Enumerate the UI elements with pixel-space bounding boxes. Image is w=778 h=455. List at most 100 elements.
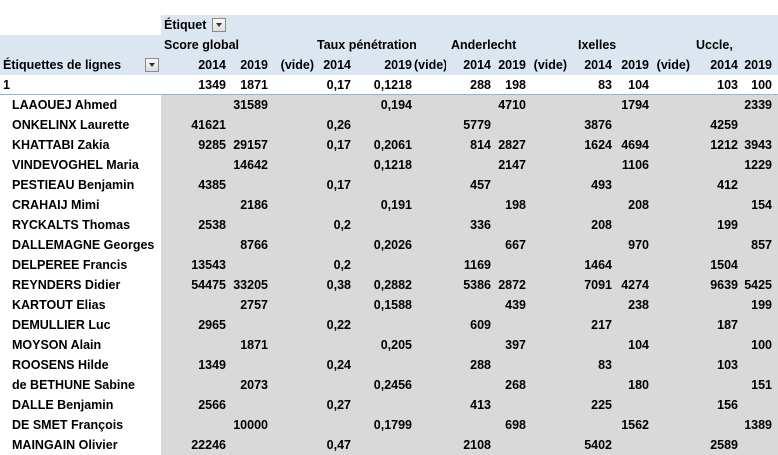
value-cell[interactable] bbox=[448, 375, 491, 395]
value-cell[interactable] bbox=[740, 175, 772, 195]
value-cell[interactable] bbox=[528, 335, 567, 355]
value-cell[interactable] bbox=[270, 75, 314, 95]
value-cell[interactable] bbox=[414, 415, 446, 435]
value-cell[interactable]: 33205 bbox=[233, 278, 268, 292]
value-cell[interactable]: 198 bbox=[505, 78, 526, 92]
value-cell[interactable] bbox=[569, 95, 612, 115]
value-cell[interactable] bbox=[528, 295, 567, 315]
value-cell[interactable] bbox=[740, 255, 772, 275]
value-cell[interactable]: 0,27 bbox=[326, 398, 351, 412]
value-cell[interactable] bbox=[228, 115, 268, 135]
value-cell[interactable] bbox=[448, 95, 491, 115]
value-cell[interactable] bbox=[164, 415, 226, 435]
value-cell[interactable] bbox=[353, 315, 412, 335]
value-cell[interactable] bbox=[414, 195, 446, 215]
value-cell[interactable] bbox=[614, 435, 649, 455]
value-cell[interactable] bbox=[228, 215, 268, 235]
row-label[interactable]: REYNDERS Didier bbox=[0, 275, 161, 295]
value-cell[interactable] bbox=[651, 355, 690, 375]
value-cell[interactable]: 1794 bbox=[621, 98, 649, 112]
value-cell[interactable] bbox=[353, 255, 412, 275]
value-cell[interactable] bbox=[270, 155, 314, 175]
value-cell[interactable] bbox=[692, 335, 738, 355]
value-cell[interactable] bbox=[692, 235, 738, 255]
value-cell[interactable] bbox=[493, 315, 526, 335]
value-cell[interactable] bbox=[528, 155, 567, 175]
value-cell[interactable]: 5425 bbox=[744, 278, 772, 292]
value-cell[interactable]: 1464 bbox=[584, 258, 612, 272]
row-label[interactable]: KARTOUT Elias bbox=[0, 295, 161, 315]
row-label[interactable]: ONKELINX Laurette bbox=[0, 115, 161, 135]
value-cell[interactable]: 288 bbox=[470, 358, 491, 372]
value-cell[interactable]: 0,2 bbox=[333, 218, 351, 232]
value-cell[interactable] bbox=[651, 275, 690, 295]
value-cell[interactable] bbox=[316, 235, 351, 255]
value-cell[interactable]: 0,1218 bbox=[373, 78, 412, 92]
row-label[interactable]: DEMULLIER Luc bbox=[0, 315, 161, 335]
value-cell[interactable] bbox=[692, 195, 738, 215]
value-cell[interactable] bbox=[414, 395, 446, 415]
value-cell[interactable]: 412 bbox=[717, 178, 738, 192]
value-cell[interactable]: 14642 bbox=[233, 158, 268, 172]
value-cell[interactable] bbox=[353, 215, 412, 235]
value-cell[interactable] bbox=[740, 395, 772, 415]
value-cell[interactable] bbox=[528, 315, 567, 335]
value-cell[interactable] bbox=[651, 315, 690, 335]
value-cell[interactable]: 2827 bbox=[498, 138, 526, 152]
value-cell[interactable] bbox=[316, 295, 351, 315]
value-cell[interactable] bbox=[651, 175, 690, 195]
value-cell[interactable]: 83 bbox=[598, 78, 612, 92]
value-cell[interactable]: 100 bbox=[751, 338, 772, 352]
value-cell[interactable]: 5402 bbox=[584, 438, 612, 452]
value-cell[interactable]: 103 bbox=[717, 358, 738, 372]
value-cell[interactable]: 4710 bbox=[498, 98, 526, 112]
value-cell[interactable] bbox=[493, 355, 526, 375]
value-cell[interactable]: 0,205 bbox=[380, 338, 412, 352]
value-cell[interactable]: 814 bbox=[470, 138, 491, 152]
value-cell[interactable] bbox=[692, 95, 738, 115]
value-cell[interactable] bbox=[493, 215, 526, 235]
value-cell[interactable]: 0,2026 bbox=[373, 238, 412, 252]
value-cell[interactable] bbox=[651, 375, 690, 395]
value-cell[interactable] bbox=[651, 415, 690, 435]
value-cell[interactable] bbox=[569, 195, 612, 215]
value-cell[interactable]: 225 bbox=[591, 398, 612, 412]
value-cell[interactable]: 0,2 bbox=[333, 258, 351, 272]
value-cell[interactable] bbox=[528, 235, 567, 255]
value-cell[interactable] bbox=[569, 415, 612, 435]
value-cell[interactable] bbox=[528, 95, 567, 115]
value-cell[interactable]: 4694 bbox=[621, 138, 649, 152]
value-cell[interactable] bbox=[528, 215, 567, 235]
value-cell[interactable]: 7091 bbox=[584, 278, 612, 292]
value-cell[interactable] bbox=[353, 115, 412, 135]
value-cell[interactable]: 2965 bbox=[198, 318, 226, 332]
value-cell[interactable] bbox=[270, 395, 314, 415]
value-cell[interactable] bbox=[651, 135, 690, 155]
value-cell[interactable]: 413 bbox=[470, 398, 491, 412]
value-cell[interactable] bbox=[316, 375, 351, 395]
value-cell[interactable] bbox=[414, 335, 446, 355]
value-cell[interactable] bbox=[270, 215, 314, 235]
value-cell[interactable]: 667 bbox=[505, 238, 526, 252]
value-cell[interactable]: 4259 bbox=[710, 118, 738, 132]
value-cell[interactable] bbox=[270, 255, 314, 275]
value-cell[interactable] bbox=[528, 255, 567, 275]
value-cell[interactable] bbox=[414, 435, 446, 455]
value-cell[interactable] bbox=[414, 95, 446, 115]
value-cell[interactable] bbox=[448, 155, 491, 175]
value-cell[interactable]: 83 bbox=[598, 358, 612, 372]
value-cell[interactable]: 10000 bbox=[233, 418, 268, 432]
value-cell[interactable] bbox=[528, 415, 567, 435]
value-cell[interactable]: 13543 bbox=[191, 258, 226, 272]
value-cell[interactable] bbox=[414, 315, 446, 335]
value-cell[interactable] bbox=[228, 255, 268, 275]
value-cell[interactable]: 1504 bbox=[710, 258, 738, 272]
row-label[interactable]: VINDEVOGHEL Maria bbox=[0, 155, 161, 175]
value-cell[interactable] bbox=[228, 315, 268, 335]
value-cell[interactable]: 8766 bbox=[240, 238, 268, 252]
value-cell[interactable]: 31589 bbox=[233, 98, 268, 112]
value-cell[interactable]: 0,191 bbox=[380, 198, 412, 212]
value-cell[interactable]: 0,17 bbox=[326, 138, 351, 152]
value-cell[interactable] bbox=[569, 235, 612, 255]
value-cell[interactable] bbox=[414, 295, 446, 315]
